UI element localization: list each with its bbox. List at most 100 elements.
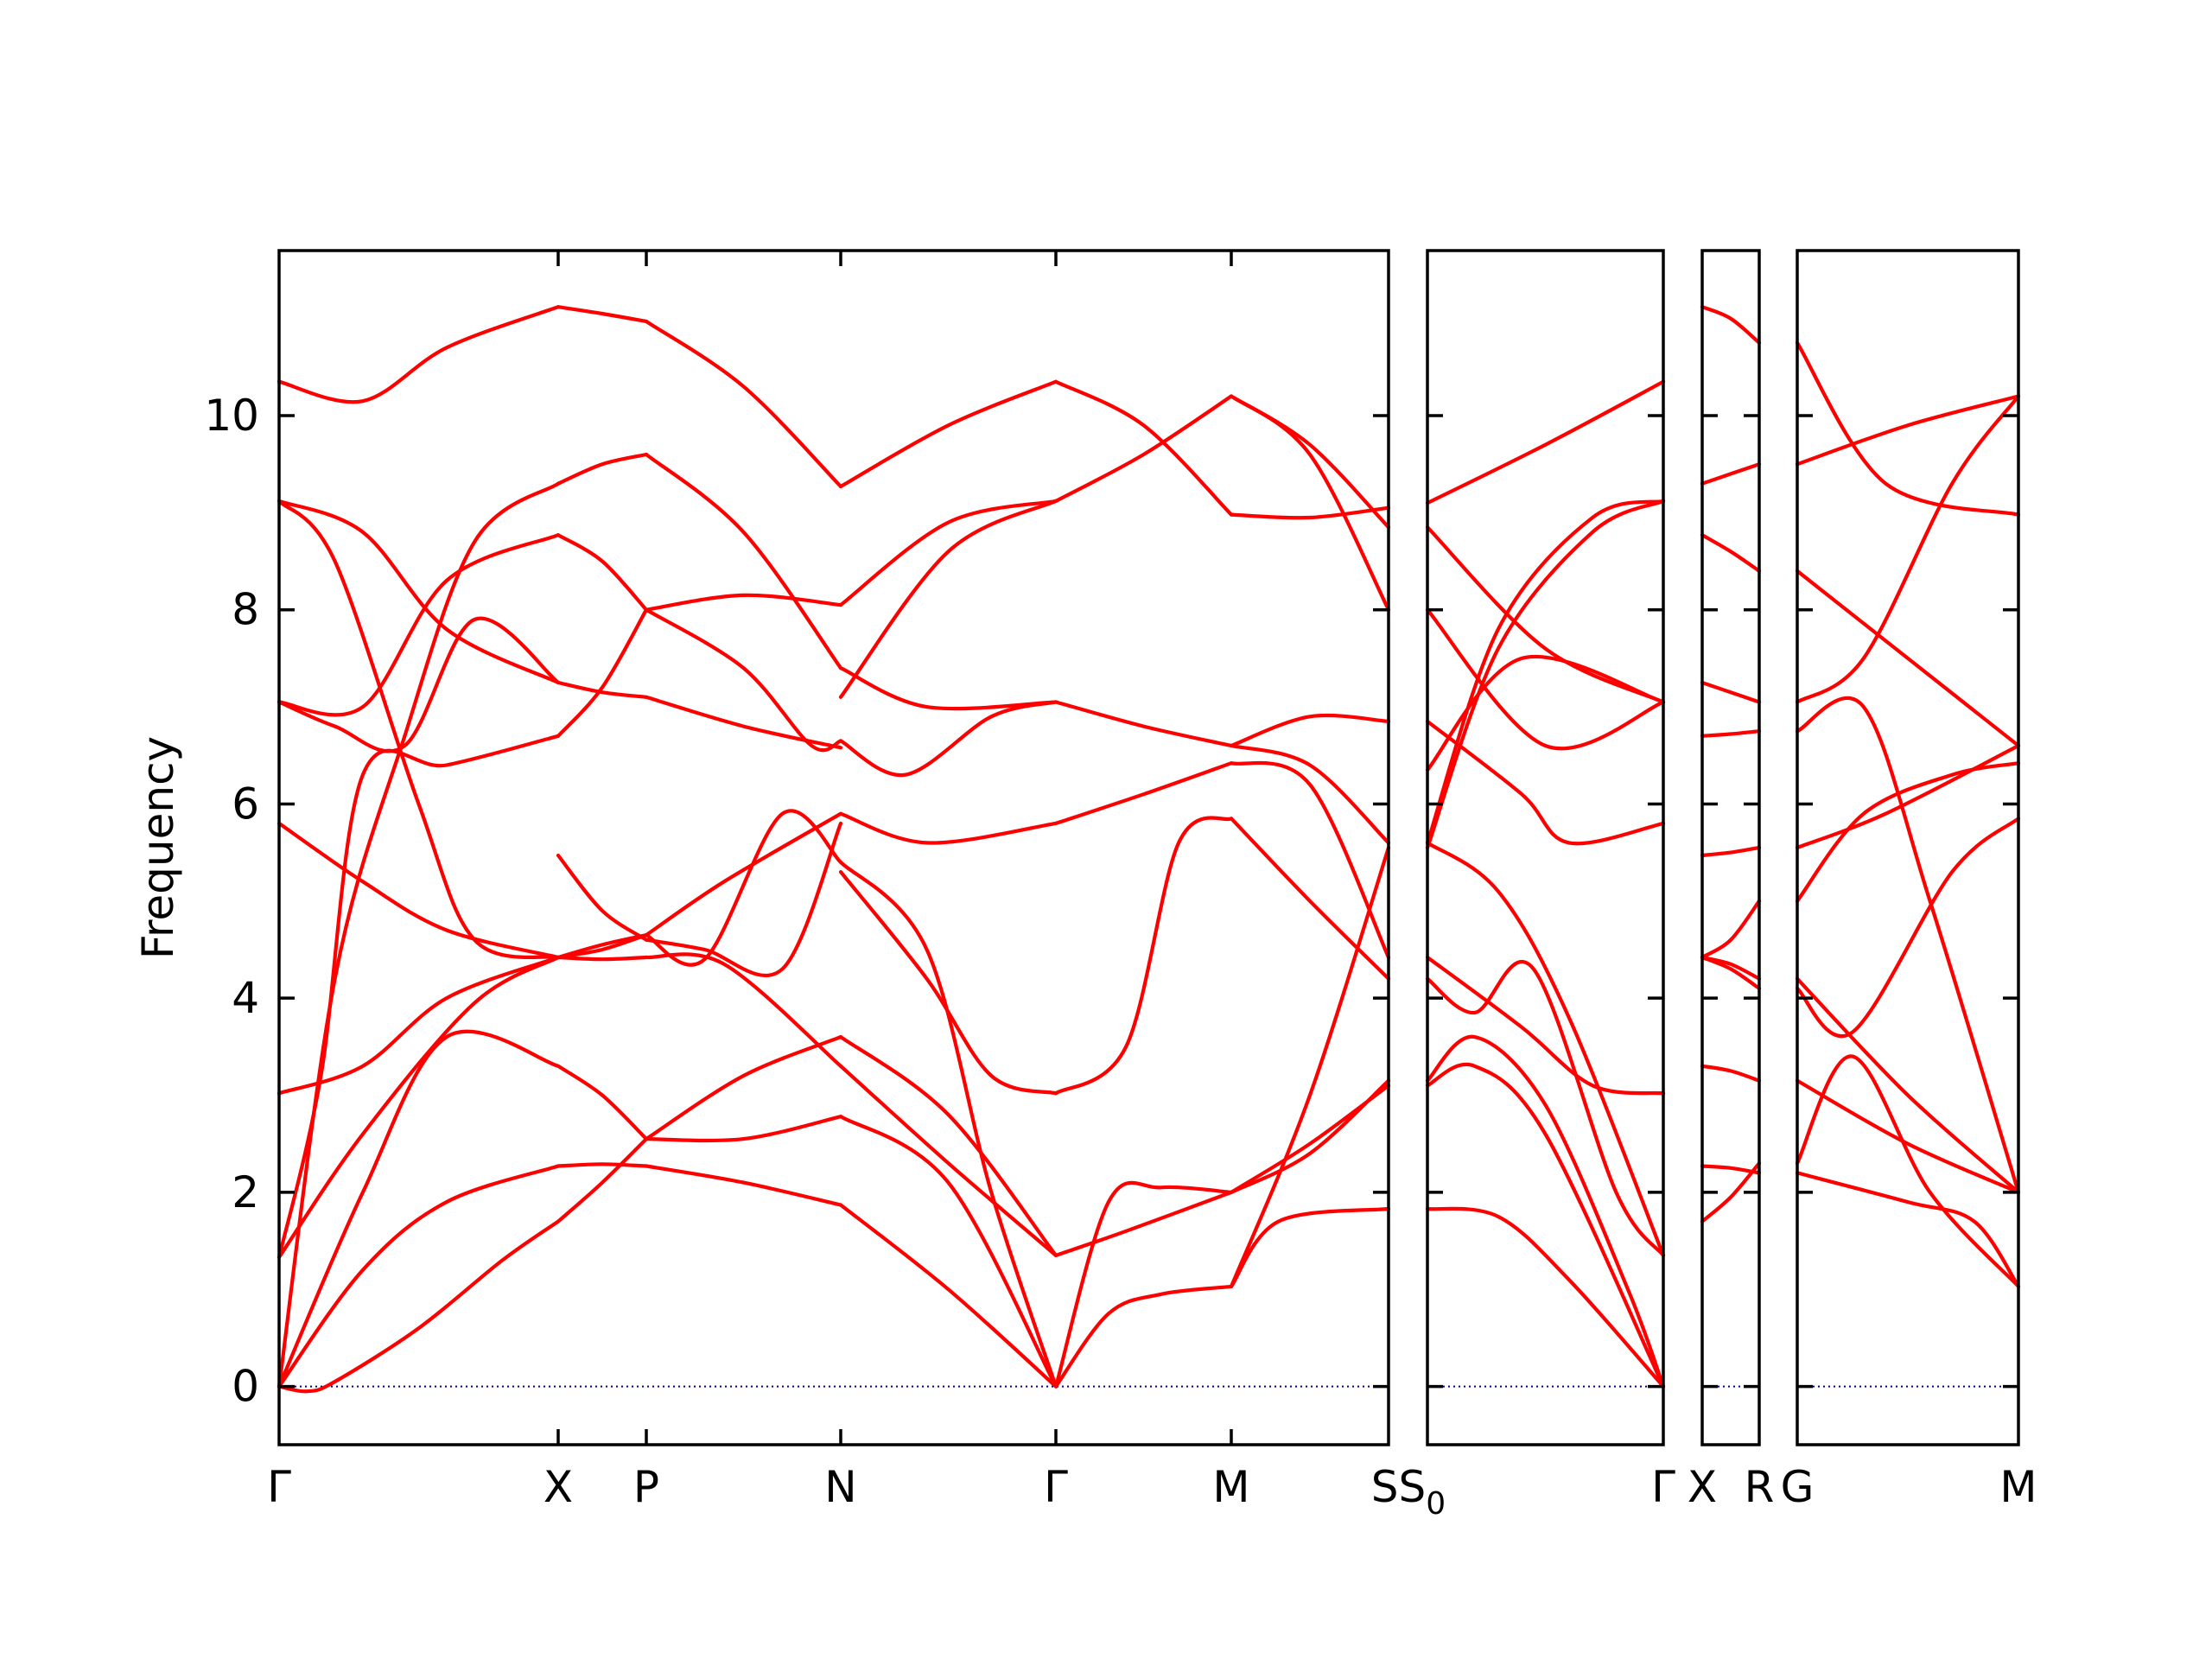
band-line-1-1-6 [276, 481, 561, 1389]
band-line-1-2-9 [556, 680, 649, 699]
band-line-1-2-8 [556, 607, 649, 738]
band-line-3-1-5 [1700, 955, 1762, 981]
band-line-2-1-6 [1425, 841, 1666, 1257]
band-line-1-5-8 [1053, 379, 1234, 517]
band-line-1-1-10 [276, 616, 561, 753]
band-line-3-1-8 [1700, 729, 1762, 738]
band-line-1-3-12 [644, 319, 843, 489]
band-line-1-2-10 [556, 533, 649, 612]
band-panel-1 [276, 249, 1391, 1446]
band-line-4-1-6 [1795, 761, 2021, 903]
band-line-1-4-12 [838, 379, 1058, 489]
band-line-4-1-4 [1795, 817, 2021, 1039]
band-line-1-5-4 [1053, 816, 1234, 1096]
band-line-1-3-8 [644, 695, 843, 750]
band-line-3-1-2 [1700, 1164, 1762, 1175]
band-line-2-1-11 [1425, 607, 1666, 751]
high-symmetry-label: Γ [1651, 1462, 1675, 1512]
panel-frame [1700, 249, 1761, 1446]
panel-frame [1426, 249, 1665, 1446]
band-line-1-6-2 [1229, 845, 1391, 1288]
band-line-3-1-11 [1700, 462, 1762, 486]
y-tick-label: 8 [232, 585, 259, 635]
band-panel-3 [1700, 249, 1762, 1446]
band-line-2-1-10 [1425, 654, 1666, 772]
band-line-1-4-8 [838, 700, 1058, 778]
band-line-1-4-11 [838, 499, 1058, 607]
high-symmetry-label: R [1745, 1462, 1775, 1512]
band-line-1-4-10 [838, 499, 1058, 699]
band-line-1-6-7 [1229, 743, 1391, 845]
panel-frame [1796, 249, 2020, 1446]
y-tick-label: 0 [232, 1362, 259, 1412]
band-line-3-1-7 [1700, 845, 1762, 858]
band-line-4-1-3 [1795, 1078, 2021, 1194]
band-line-1-4-4 [838, 1035, 1058, 1257]
band-line-2-1-3 [1425, 1034, 1666, 1389]
band-line-1-3-11 [644, 452, 843, 671]
band-line-1-2-3 [556, 1064, 649, 1141]
panels-layer [276, 249, 2021, 1446]
band-line-1-5-7 [1053, 394, 1234, 503]
band-line-1-4-3 [838, 1064, 1058, 1257]
band-line-4-1-10 [1795, 569, 2021, 748]
band-line-2-1-8 [1425, 499, 1666, 845]
band-line-2-1-2 [1425, 1062, 1666, 1389]
y-tick-label: 2 [232, 1167, 259, 1217]
band-line-1-6-9 [1229, 505, 1391, 520]
band-line-1-1-9 [276, 533, 561, 717]
band-line-3-1-6 [1700, 899, 1762, 960]
y-tick-label: 6 [232, 779, 259, 829]
band-line-1-6-5 [1229, 817, 1391, 981]
band-line-1-6-1 [1229, 1206, 1391, 1288]
band-line-2-1-13 [1425, 379, 1666, 505]
high-symmetry-label: M [1212, 1462, 1249, 1512]
band-line-1-1-1 [276, 1219, 561, 1394]
high-symmetry-label: P [633, 1462, 659, 1512]
band-line-2-1-12 [1425, 525, 1666, 704]
high-symmetry-label: N [824, 1462, 856, 1512]
band-line-4-1-12 [1795, 340, 2021, 517]
band-line-1-6-8 [1229, 713, 1391, 748]
band-line-1-2-2 [556, 1162, 649, 1168]
band-line-1-5-1 [1053, 1284, 1234, 1389]
band-line-1-4-7 [838, 811, 1058, 845]
band-line-1-2-11 [556, 452, 649, 486]
high-symmetry-label: M [1999, 1462, 2037, 1512]
high-symmetry-label: G [1781, 1462, 1815, 1512]
band-line-1-5-2 [1053, 1180, 1234, 1389]
y-tick-label: 10 [204, 391, 259, 441]
band-line-1-5-3 [1053, 1190, 1234, 1257]
band-line-2-1-9 [1425, 719, 1666, 846]
band-line-4-1-5 [1795, 976, 2021, 1194]
band-line-1-1-7 [276, 955, 561, 1096]
band-line-3-1-12 [1700, 305, 1762, 345]
band-line-1-1-5 [276, 734, 561, 1260]
band-line-1-4-9 [838, 666, 1058, 711]
band-line-4-1-2 [1795, 1054, 2021, 1288]
band-line-1-3-2 [644, 1164, 843, 1207]
band-line-4-1-11 [1795, 394, 2021, 467]
band-line-1-6-4 [1229, 1084, 1391, 1194]
panel-frame [277, 249, 1390, 1446]
band-line-1-4-2 [838, 1115, 1058, 1389]
band-line-4-1-7 [1795, 743, 2021, 850]
high-symmetry-label: Γ [1044, 1462, 1068, 1512]
band-line-3-1-9 [1700, 680, 1762, 704]
band-line-1-1-13 [276, 305, 561, 404]
band-line-1-3-5 [644, 821, 843, 977]
band-line-1-2-12 [556, 305, 649, 324]
band-line-1-1-11 [276, 499, 561, 960]
band-line-1-4-6 [838, 870, 1058, 1096]
band-line-4-1-1 [1795, 1171, 2021, 1288]
band-line-1-2-4 [556, 955, 649, 962]
band-line-1-1-2 [276, 1164, 561, 1389]
band-line-3-1-10 [1700, 533, 1762, 573]
band-line-4-1-8 [1795, 696, 2021, 1194]
band-line-4-1-9 [1795, 394, 2021, 704]
y-tick-label: 4 [232, 973, 259, 1023]
band-line-1-6-11 [1229, 394, 1391, 530]
y-axis-label: Frequency [133, 736, 183, 959]
